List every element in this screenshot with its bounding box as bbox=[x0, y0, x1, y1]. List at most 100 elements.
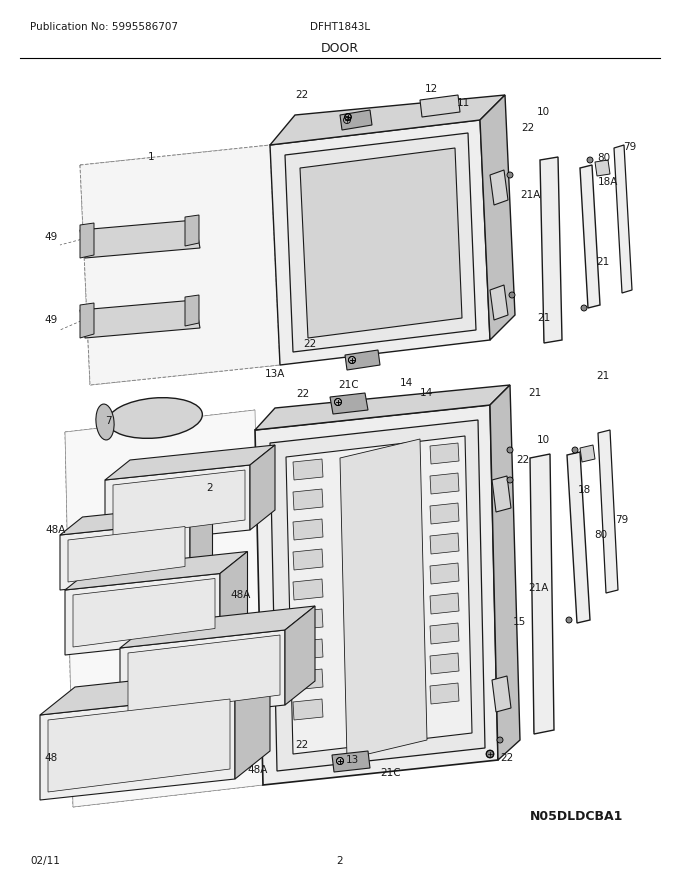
Polygon shape bbox=[490, 385, 520, 760]
Polygon shape bbox=[60, 503, 212, 535]
Polygon shape bbox=[492, 676, 511, 712]
Polygon shape bbox=[65, 410, 263, 807]
Text: 14: 14 bbox=[420, 388, 433, 398]
Polygon shape bbox=[190, 503, 212, 576]
Text: 10: 10 bbox=[537, 107, 550, 117]
Ellipse shape bbox=[107, 398, 203, 438]
Polygon shape bbox=[340, 439, 427, 759]
Polygon shape bbox=[580, 165, 600, 308]
Polygon shape bbox=[480, 95, 515, 340]
Polygon shape bbox=[48, 699, 230, 792]
Circle shape bbox=[572, 447, 578, 453]
Text: 2: 2 bbox=[206, 483, 213, 493]
Circle shape bbox=[507, 447, 513, 453]
Text: 22: 22 bbox=[296, 389, 309, 399]
Polygon shape bbox=[293, 579, 323, 600]
Polygon shape bbox=[490, 170, 508, 205]
Polygon shape bbox=[430, 563, 459, 584]
Text: Publication No: 5995586707: Publication No: 5995586707 bbox=[30, 22, 178, 32]
Circle shape bbox=[507, 477, 513, 483]
Polygon shape bbox=[105, 465, 250, 545]
Text: 13: 13 bbox=[346, 755, 359, 765]
Circle shape bbox=[507, 172, 513, 178]
Text: 14: 14 bbox=[400, 378, 413, 388]
Polygon shape bbox=[120, 606, 315, 648]
Polygon shape bbox=[430, 443, 459, 464]
Text: 80: 80 bbox=[594, 530, 607, 540]
Polygon shape bbox=[293, 609, 323, 630]
Text: 22: 22 bbox=[295, 740, 308, 750]
Text: 49: 49 bbox=[44, 232, 57, 242]
Polygon shape bbox=[345, 350, 380, 370]
Text: 21: 21 bbox=[537, 313, 550, 323]
Polygon shape bbox=[255, 385, 510, 430]
Polygon shape bbox=[330, 393, 368, 414]
Text: 18: 18 bbox=[578, 485, 591, 495]
Text: 21C: 21C bbox=[338, 380, 358, 390]
Text: 02/11: 02/11 bbox=[30, 856, 60, 866]
Text: 79: 79 bbox=[615, 515, 628, 525]
Text: 48A: 48A bbox=[45, 525, 65, 535]
Polygon shape bbox=[285, 606, 315, 705]
Polygon shape bbox=[430, 683, 459, 704]
Polygon shape bbox=[128, 635, 280, 715]
Polygon shape bbox=[293, 639, 323, 660]
Circle shape bbox=[587, 157, 593, 163]
Text: 49: 49 bbox=[44, 315, 57, 325]
Text: 7: 7 bbox=[105, 416, 112, 426]
Polygon shape bbox=[420, 95, 460, 117]
Polygon shape bbox=[185, 215, 199, 246]
Text: 13A: 13A bbox=[265, 369, 286, 379]
Text: 2: 2 bbox=[337, 856, 343, 866]
Polygon shape bbox=[270, 120, 490, 365]
Polygon shape bbox=[113, 470, 245, 537]
Polygon shape bbox=[580, 445, 595, 462]
Polygon shape bbox=[105, 445, 275, 480]
Polygon shape bbox=[80, 145, 280, 385]
Ellipse shape bbox=[96, 404, 114, 440]
Polygon shape bbox=[65, 574, 220, 655]
Text: 21: 21 bbox=[528, 388, 541, 398]
Polygon shape bbox=[68, 526, 185, 582]
Polygon shape bbox=[120, 630, 285, 723]
Polygon shape bbox=[293, 489, 323, 510]
Circle shape bbox=[497, 737, 503, 743]
Polygon shape bbox=[567, 452, 590, 623]
Text: 15: 15 bbox=[513, 617, 526, 627]
Text: 21: 21 bbox=[596, 257, 609, 267]
Polygon shape bbox=[286, 436, 472, 754]
Polygon shape bbox=[614, 145, 632, 293]
Polygon shape bbox=[80, 303, 94, 338]
Text: 48: 48 bbox=[44, 753, 57, 763]
Text: 22: 22 bbox=[295, 90, 308, 100]
Polygon shape bbox=[530, 454, 554, 734]
Text: DOOR: DOOR bbox=[321, 42, 359, 55]
Text: 18A: 18A bbox=[598, 177, 618, 187]
Polygon shape bbox=[293, 669, 323, 690]
Polygon shape bbox=[293, 519, 323, 540]
Text: 10: 10 bbox=[537, 435, 550, 445]
Text: 11: 11 bbox=[457, 98, 471, 108]
Polygon shape bbox=[332, 751, 370, 772]
Polygon shape bbox=[430, 533, 459, 554]
Polygon shape bbox=[270, 95, 505, 145]
Text: 22: 22 bbox=[303, 339, 316, 349]
Polygon shape bbox=[250, 445, 275, 530]
Polygon shape bbox=[300, 148, 462, 338]
Polygon shape bbox=[220, 552, 248, 639]
Text: 22: 22 bbox=[500, 753, 513, 763]
Polygon shape bbox=[293, 459, 323, 480]
Text: 21A: 21A bbox=[528, 583, 548, 593]
Text: 80: 80 bbox=[597, 153, 610, 163]
Text: 22: 22 bbox=[516, 455, 529, 465]
Circle shape bbox=[581, 305, 587, 311]
Polygon shape bbox=[430, 503, 459, 524]
Polygon shape bbox=[430, 623, 459, 644]
Circle shape bbox=[486, 750, 494, 758]
Text: N05DLDCBA1: N05DLDCBA1 bbox=[530, 810, 624, 823]
Text: 79: 79 bbox=[623, 142, 636, 152]
Polygon shape bbox=[430, 473, 459, 494]
Polygon shape bbox=[340, 110, 372, 130]
Polygon shape bbox=[40, 666, 270, 715]
Polygon shape bbox=[40, 694, 235, 800]
